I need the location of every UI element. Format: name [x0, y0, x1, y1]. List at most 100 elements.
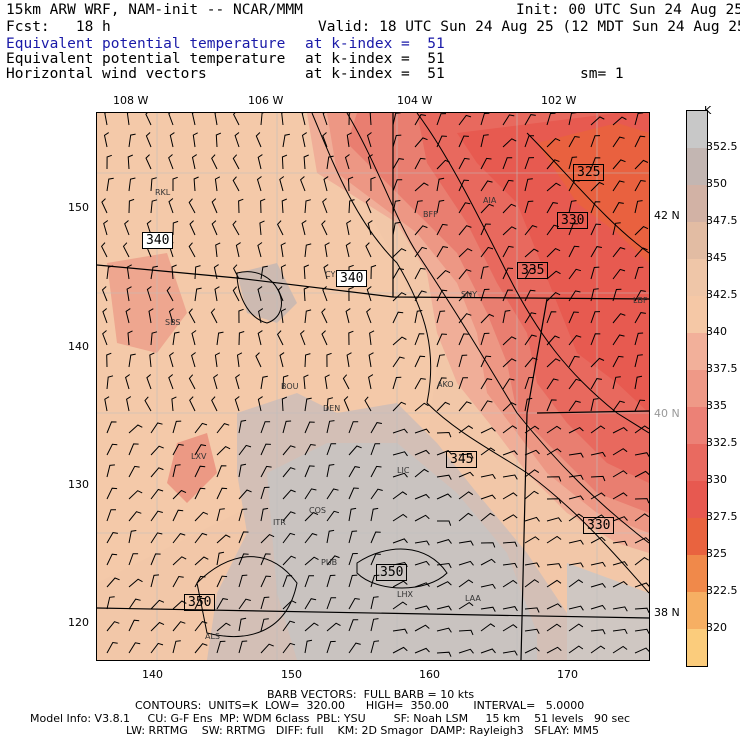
wind-barb [326, 640, 336, 654]
wind-barb [322, 113, 328, 126]
wind-barb [128, 177, 136, 192]
wind-barb [392, 292, 407, 302]
wind-barb [502, 425, 518, 434]
wind-barb [546, 358, 561, 368]
grid-y-label: 130 [68, 478, 89, 491]
wind-barb [634, 159, 649, 170]
wind-barb [191, 330, 197, 346]
wind-barb [414, 267, 426, 280]
wind-barb [364, 396, 372, 412]
wind-barb [172, 464, 181, 478]
colorbar-swatch [687, 222, 707, 259]
wind-barb [458, 579, 474, 588]
wind-barb [168, 113, 174, 126]
wind-barb [194, 422, 208, 434]
wind-barb [370, 596, 379, 610]
wind-barb [502, 450, 518, 456]
wind-barb [590, 311, 601, 324]
wind-barb [480, 313, 495, 324]
wind-barb [106, 421, 117, 434]
wind-barb [281, 396, 288, 412]
contour-label: 325 [573, 164, 605, 181]
wind-barb [235, 242, 241, 258]
wind-barb [546, 335, 560, 346]
wind-barb [370, 574, 380, 588]
wind-barb [301, 132, 307, 148]
wind-barb [348, 619, 359, 632]
wind-barb [612, 247, 626, 258]
colorbar-level: 330 [706, 473, 727, 486]
wind-barb [127, 330, 133, 346]
wind-barb [255, 352, 262, 368]
wind-barb [192, 132, 198, 148]
wind-barb [568, 623, 584, 632]
wind-barbs [100, 113, 649, 657]
station-label: RKL [155, 188, 171, 197]
wind-barb [370, 488, 383, 500]
wind-barb [347, 176, 354, 192]
wind-barb [590, 181, 605, 192]
wind-barb [392, 601, 408, 610]
wind-barb [211, 198, 218, 214]
wind-barb [436, 401, 451, 412]
wind-barb [546, 202, 558, 214]
wind-barb [370, 176, 376, 192]
wind-barb [303, 154, 309, 170]
wind-barb [502, 138, 517, 148]
lat-label: 42 N [654, 209, 680, 222]
wind-barb [194, 287, 202, 302]
wind-barb [260, 265, 268, 280]
wind-barb [238, 617, 247, 632]
wind-barb [436, 246, 448, 258]
wind-barb [232, 176, 240, 192]
wind-barb [304, 443, 316, 456]
wind-barb [368, 374, 374, 390]
wind-barb [189, 220, 196, 236]
wind-barb [194, 643, 208, 654]
wind-barb [458, 333, 469, 346]
barb-legend: BARB VECTORS: FULL BARB = 10 kts [267, 688, 475, 701]
wind-barb [524, 248, 539, 258]
wind-barb [104, 113, 108, 126]
station-label: LHX [397, 590, 413, 599]
wind-barb [128, 530, 137, 544]
wind-barb [524, 579, 540, 588]
wind-barb [502, 179, 514, 192]
wind-barb [414, 246, 428, 258]
wind-barb [590, 135, 601, 148]
wind-barb [188, 308, 196, 324]
wind-barb [480, 648, 496, 654]
wind-barb [348, 597, 360, 610]
wind-barb [280, 242, 286, 258]
wind-barb [282, 555, 296, 566]
wind-barb [502, 267, 514, 280]
grid-x-label: 160 [419, 668, 440, 681]
lon-label: 106 W [248, 94, 284, 107]
wind-barb [524, 334, 537, 346]
grid-y-label: 120 [68, 616, 89, 629]
wind-barb [145, 154, 152, 170]
wind-barb [480, 583, 496, 589]
wind-barb [524, 425, 540, 434]
colorbar-level: 342.5 [706, 288, 738, 301]
wind-barb [590, 357, 605, 368]
wind-barb [326, 397, 334, 412]
wind-barb [436, 605, 452, 611]
wind-barb [326, 555, 340, 566]
wind-barb [524, 289, 536, 302]
wind-barb [524, 469, 540, 478]
wind-barb [348, 199, 355, 214]
wind-barb [194, 511, 209, 522]
wind-barb [524, 357, 538, 368]
wind-barb [100, 242, 108, 258]
wind-barb [392, 158, 404, 170]
wind-barb [282, 575, 293, 588]
map-canvas: RKL BFF AIA SNY CYS SBS BOU DEN AKO LIC LXV COS ITR P… [97, 113, 649, 660]
wind-barb [502, 114, 515, 126]
wind-barb [612, 222, 621, 236]
wind-barb [282, 642, 296, 654]
wind-barb [214, 113, 218, 126]
ks-ne-border [536, 410, 649, 414]
wind-barb [216, 445, 231, 456]
wind-barb [590, 266, 600, 280]
